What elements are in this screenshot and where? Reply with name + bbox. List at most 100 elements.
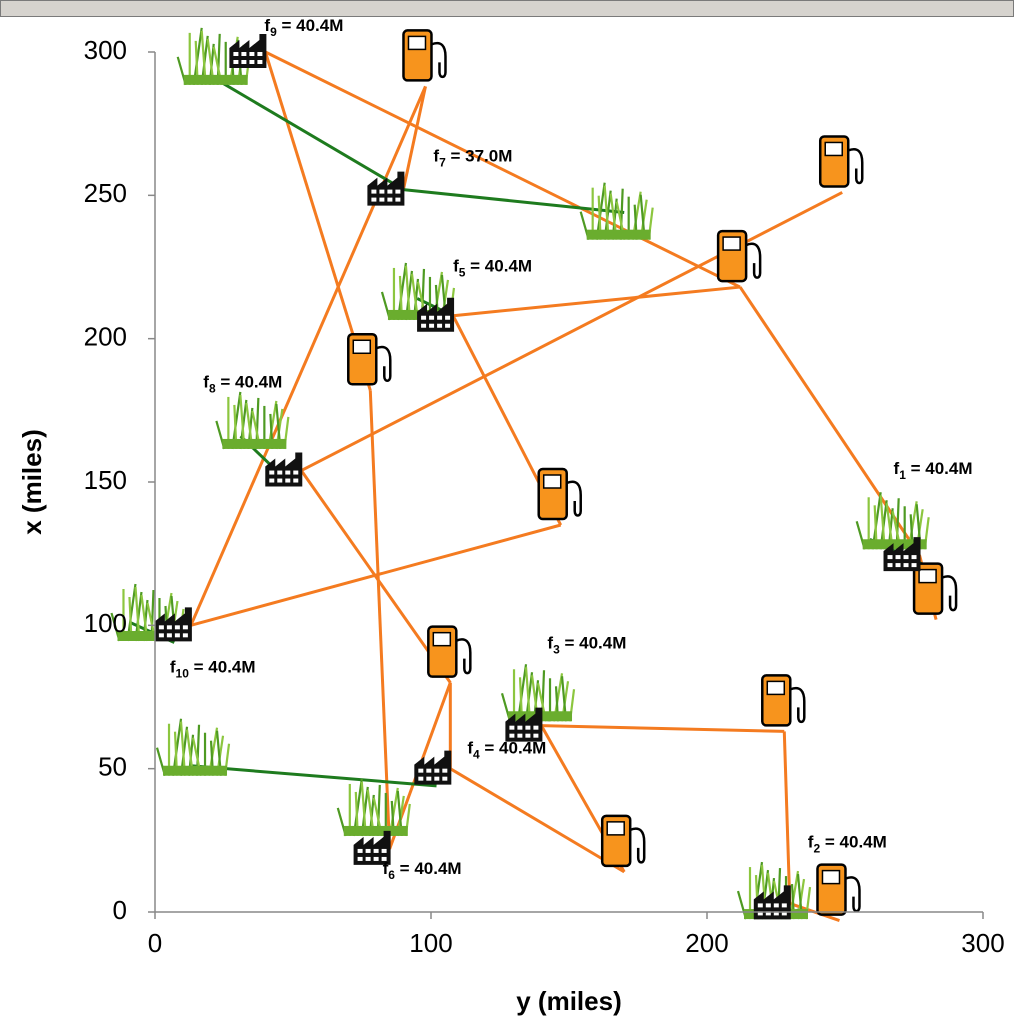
factory-window bbox=[249, 52, 254, 56]
factory-window bbox=[371, 198, 376, 202]
factory-window bbox=[277, 471, 282, 475]
factory-window bbox=[517, 726, 522, 730]
factory-window bbox=[533, 734, 538, 738]
factory-window bbox=[374, 857, 379, 861]
factory-window bbox=[782, 903, 787, 907]
factory-window bbox=[429, 324, 434, 328]
grass-base bbox=[344, 826, 408, 836]
factory-window bbox=[358, 849, 363, 853]
factory-window bbox=[525, 726, 530, 730]
factory-window bbox=[293, 479, 298, 483]
factory-window bbox=[429, 316, 434, 320]
factory-window bbox=[426, 777, 431, 781]
x-tick-label: 0 bbox=[148, 928, 162, 958]
y-tick-label: 0 bbox=[113, 895, 127, 925]
factory-window bbox=[277, 479, 282, 483]
chart: y (miles) x (miles) 05010015020025030001… bbox=[0, 0, 1014, 1026]
factory-window bbox=[293, 471, 298, 475]
factory-window bbox=[904, 555, 909, 559]
factory-window bbox=[758, 903, 763, 907]
label-rest: = 40.4M bbox=[906, 460, 973, 479]
y-tick-label: 50 bbox=[98, 752, 127, 782]
pump-window bbox=[723, 237, 740, 250]
factory-window bbox=[395, 198, 400, 202]
factory-window bbox=[175, 625, 180, 629]
factory-window bbox=[241, 60, 246, 64]
label-rest: = 40.4M bbox=[189, 658, 256, 677]
factory-window bbox=[159, 625, 164, 629]
y-tick-label: 250 bbox=[84, 178, 127, 208]
x-tick-label: 200 bbox=[685, 928, 728, 958]
factory-window bbox=[257, 52, 262, 56]
factory-window bbox=[442, 777, 447, 781]
label-rest: = 40.4M bbox=[820, 833, 887, 852]
label-rest: = 40.4M bbox=[277, 16, 344, 35]
factory-window bbox=[257, 60, 262, 64]
factory-window bbox=[382, 849, 387, 853]
factory-window bbox=[418, 777, 423, 781]
factory-window bbox=[371, 190, 376, 194]
factory-window bbox=[374, 849, 379, 853]
factory-window bbox=[418, 769, 423, 773]
factory-window bbox=[285, 471, 290, 475]
grass-base bbox=[587, 230, 651, 240]
factory-window bbox=[233, 60, 238, 64]
pump-window bbox=[433, 633, 450, 646]
pump-window bbox=[825, 142, 842, 155]
pump-window bbox=[607, 822, 624, 835]
factory-window bbox=[421, 324, 426, 328]
factory-window bbox=[896, 555, 901, 559]
factory-window bbox=[437, 316, 442, 320]
factory-window bbox=[379, 198, 384, 202]
factory-window bbox=[434, 777, 439, 781]
factory-window bbox=[445, 316, 450, 320]
y-tick-label: 200 bbox=[84, 322, 127, 352]
y-axis-title: x (miles) bbox=[17, 429, 47, 535]
factory-window bbox=[888, 563, 893, 567]
factory-window bbox=[366, 857, 371, 861]
factory-window bbox=[249, 60, 254, 64]
factory-window bbox=[421, 316, 426, 320]
factory-window bbox=[445, 324, 450, 328]
factory-window bbox=[442, 769, 447, 773]
factory-window bbox=[509, 734, 514, 738]
factory-window bbox=[888, 555, 893, 559]
x-axis-title: y (miles) bbox=[516, 986, 622, 1016]
grass-base bbox=[163, 766, 227, 776]
factory-window bbox=[241, 52, 246, 56]
factory-window bbox=[766, 903, 771, 907]
factory-window bbox=[159, 633, 164, 637]
label-rest: = 37.0M bbox=[446, 147, 513, 166]
factory-window bbox=[426, 769, 431, 773]
factory-window bbox=[387, 190, 392, 194]
pump-window bbox=[353, 340, 370, 353]
window-frame bbox=[1, 1, 1014, 17]
factory-window bbox=[183, 633, 188, 637]
label-rest: = 40.4M bbox=[395, 859, 462, 878]
pump-window bbox=[822, 871, 839, 884]
factory-window bbox=[509, 726, 514, 730]
factory-window bbox=[175, 633, 180, 637]
factory-window bbox=[904, 563, 909, 567]
factory-window bbox=[285, 479, 290, 483]
factory-window bbox=[269, 471, 274, 475]
factory-window bbox=[269, 479, 274, 483]
grass-base bbox=[184, 75, 248, 85]
factory-window bbox=[437, 324, 442, 328]
y-tick-label: 150 bbox=[84, 465, 127, 495]
label-rest: = 40.4M bbox=[480, 739, 547, 758]
factory-window bbox=[395, 190, 400, 194]
factory-window bbox=[366, 849, 371, 853]
grass-base bbox=[222, 439, 286, 449]
x-tick-label: 300 bbox=[961, 928, 1004, 958]
factory-window bbox=[379, 190, 384, 194]
pump-window bbox=[767, 681, 784, 694]
factory-window bbox=[525, 734, 530, 738]
label-sub: 10 bbox=[176, 667, 190, 681]
label-rest: = 40.4M bbox=[465, 257, 532, 276]
label-rest: = 40.4M bbox=[560, 634, 627, 653]
factory-window bbox=[387, 198, 392, 202]
factory-window bbox=[896, 563, 901, 567]
label-rest: = 40.4M bbox=[216, 373, 283, 392]
factory-window bbox=[434, 769, 439, 773]
